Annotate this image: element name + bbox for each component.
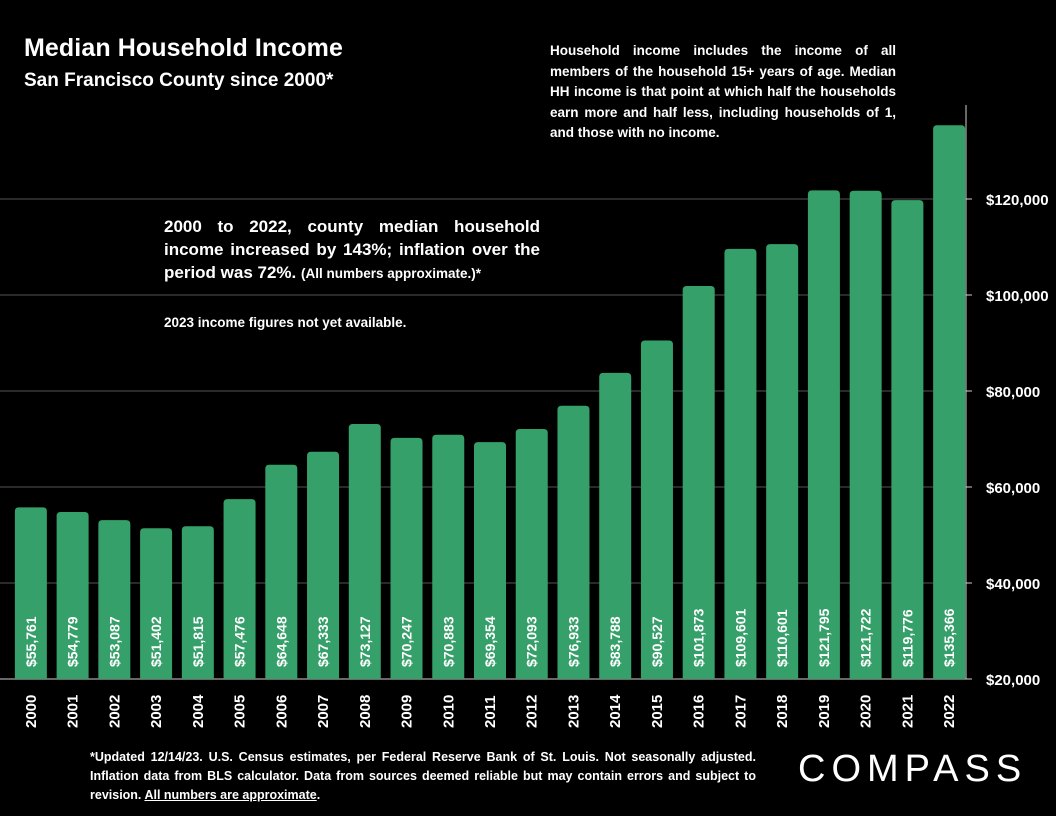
bar-2012 (515, 428, 548, 679)
value-label: $110,601 (774, 609, 790, 667)
x-tick-label: 2012 (524, 695, 541, 728)
x-tick-label: 2003 (148, 695, 165, 728)
value-label: $67,333 (315, 616, 331, 667)
y-tick-label: $80,000 (986, 384, 1040, 401)
bar-2016 (682, 286, 715, 679)
value-label: $119,776 (899, 609, 915, 667)
summary-note: 2000 to 2022, county median household in… (164, 215, 540, 285)
footnote-main: *Updated 12/14/23. U.S. Census estimates… (90, 750, 756, 802)
y-tick-label: $20,000 (986, 672, 1040, 689)
x-tick-label: 2008 (357, 695, 374, 728)
x-tick-label: 2001 (65, 695, 82, 728)
x-tick-label: 2011 (482, 695, 499, 728)
bars (14, 125, 966, 679)
chart-subtitle: San Francisco County since 2000* (24, 70, 334, 91)
value-label: $51,402 (148, 616, 164, 667)
bar-2013 (557, 405, 590, 679)
bar-2003 (140, 528, 173, 679)
value-label: $53,087 (106, 616, 122, 667)
value-label: $54,779 (65, 616, 81, 667)
y-tick-label: $60,000 (986, 480, 1040, 497)
x-tick-label: 2020 (858, 695, 875, 728)
summary-note-main: 2000 to 2022, county median household in… (164, 217, 540, 282)
value-label: $55,761 (23, 616, 39, 667)
summary-note-small: (All numbers approximate.)* (301, 266, 482, 281)
y-tick-label: $120,000 (986, 192, 1049, 209)
value-label: $76,933 (565, 616, 581, 667)
value-labels: $55,761 $54,779 $53,087 $51,402 $51,815 $57,4… (23, 608, 957, 667)
x-tick-label: 2014 (607, 694, 624, 728)
bar-2022 (933, 125, 966, 679)
x-tick-label: 2010 (440, 695, 457, 728)
y-tick-labels: $20,000 $40,000 $60,000 $80,000 $100,000 $120… (986, 192, 1049, 689)
x-tick-label: 2018 (774, 695, 791, 728)
value-label: $72,093 (524, 616, 540, 667)
bar-2014 (599, 372, 632, 679)
x-tick-label: 2022 (941, 695, 958, 728)
x-tick-labels: 2000 2001 2002 2003 2004 2005 2006 2007 2008 2009… (23, 694, 958, 728)
compass-logo: COMPASS (798, 748, 1028, 790)
bar-2004 (181, 526, 214, 679)
value-label: $73,127 (357, 616, 373, 667)
bar-2007 (307, 451, 340, 679)
bar-2009 (390, 437, 423, 679)
value-label: $83,788 (607, 616, 623, 667)
bar-2005 (223, 499, 256, 679)
value-label: $135,366 (941, 608, 957, 667)
value-label: $121,722 (858, 608, 874, 667)
bar-2018 (766, 244, 799, 679)
value-label: $90,527 (649, 616, 665, 667)
x-tick-label: 2019 (816, 695, 833, 728)
bar-2006 (265, 464, 298, 679)
x-tick-label: 2007 (315, 695, 332, 728)
footnote-link[interactable]: All numbers are approximate (144, 788, 317, 802)
footnote-end: . (316, 788, 321, 802)
x-tick-label: 2005 (232, 695, 249, 728)
x-tick-label: 2013 (565, 695, 582, 728)
x-tick-label: 2021 (899, 695, 916, 728)
bar-2015 (640, 340, 673, 679)
value-label: $109,601 (732, 608, 748, 667)
value-label: $70,883 (440, 616, 456, 667)
x-tick-label: 2000 (23, 695, 40, 728)
value-label: $57,476 (232, 616, 248, 667)
x-tick-label: 2002 (106, 695, 123, 728)
availability-note: 2023 income figures not yet available. (164, 315, 407, 330)
chart-title: Median Household Income (24, 34, 343, 62)
bar-2010 (432, 434, 465, 679)
x-tick-label: 2017 (732, 695, 749, 728)
x-tick-label: 2009 (399, 695, 416, 728)
x-tick-label: 2004 (190, 694, 207, 728)
bar-2021 (891, 200, 924, 679)
bar-2011 (474, 442, 506, 679)
footnote: *Updated 12/14/23. U.S. Census estimates… (90, 748, 756, 805)
value-label: $51,815 (190, 616, 206, 667)
bar-2020 (849, 190, 882, 679)
bar-2002 (98, 520, 131, 679)
y-tick-label: $40,000 (986, 576, 1040, 593)
bar-2008 (348, 423, 381, 679)
value-label: $101,873 (691, 608, 707, 667)
bar-2017 (724, 248, 757, 679)
definition-note: Household income includes the income of … (550, 43, 896, 140)
bar-2019 (807, 190, 840, 679)
value-label: $69,354 (482, 616, 498, 667)
bar-2001 (56, 512, 89, 679)
value-label: $121,795 (816, 608, 832, 667)
value-label: $70,247 (399, 616, 415, 667)
x-tick-label: 2006 (273, 695, 290, 728)
x-tick-label: 2015 (649, 695, 666, 728)
y-tick-label: $100,000 (986, 288, 1049, 305)
value-label: $64,648 (273, 616, 289, 667)
bar-2000 (14, 507, 47, 679)
x-tick-label: 2016 (691, 695, 708, 728)
